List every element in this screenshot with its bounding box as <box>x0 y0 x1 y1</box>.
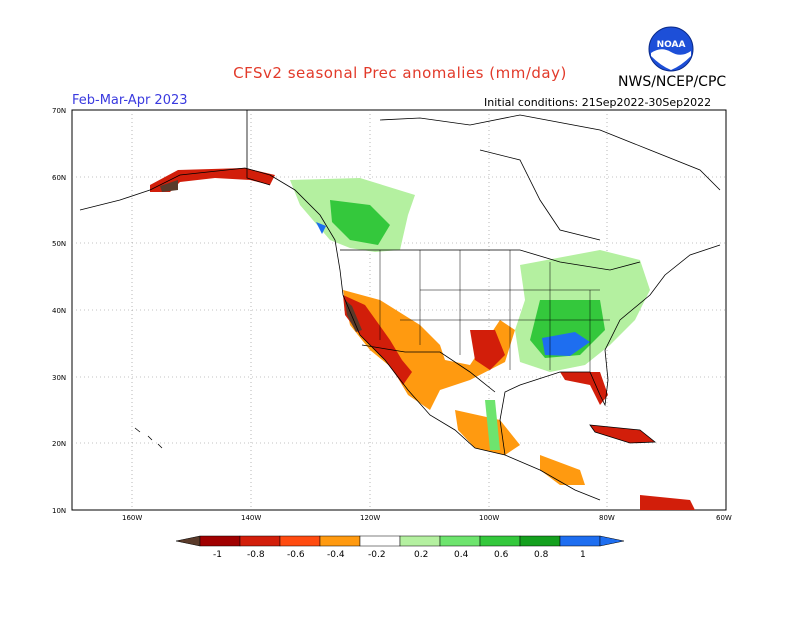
venezuela-dry <box>640 495 695 510</box>
colorbar-label: 0.2 <box>414 550 428 560</box>
hawaii-outline <box>134 427 163 449</box>
lon-label-120w: 120W <box>360 514 380 522</box>
noaa-logo-icon: NOAA <box>648 26 694 72</box>
lat-label-10: 10N <box>52 507 66 515</box>
lat-label-40: 40N <box>52 307 66 315</box>
florida-dry <box>560 372 608 405</box>
initial-conditions-label: Initial conditions: 21Sep2022-30Sep2022 <box>484 96 712 109</box>
lon-label-100w: 100W <box>479 514 499 522</box>
colorbar-label: -0.2 <box>368 550 386 560</box>
colorbar-high-arrow <box>599 535 625 547</box>
cuba-outline <box>589 424 657 444</box>
lon-label-140w: 140W <box>241 514 261 522</box>
colorbar-label: 1 <box>580 550 586 560</box>
colorbar-swatch <box>319 535 361 547</box>
colorbar-low-arrow <box>175 535 201 547</box>
latitude-labels: 70N 60N 50N 40N 30N 20N 10N <box>52 107 66 515</box>
colorbar-label: 0.8 <box>534 550 549 560</box>
colorbar: -1 -0.8 -0.6 -0.4 -0.2 0.2 0.4 0.6 0.8 1 <box>175 535 625 560</box>
coastlines <box>79 110 721 501</box>
ohio-valley-wet-max <box>542 332 590 356</box>
texas-dry <box>470 330 505 370</box>
lon-label-60w: 60W <box>716 514 732 522</box>
north-america-coastline <box>79 114 721 501</box>
lon-label-80w: 80W <box>599 514 615 522</box>
lat-label-60: 60N <box>52 174 66 182</box>
california-dry-core <box>345 300 362 332</box>
us-state-lines <box>379 250 610 372</box>
lat-label-30: 30N <box>52 374 66 382</box>
southwest-dry-light <box>343 290 515 410</box>
anomaly-shading <box>150 168 695 510</box>
us-mexico-border <box>361 344 496 393</box>
california-dry <box>343 295 412 385</box>
chart-title: CFSv2 seasonal Prec anomalies (mm/day) <box>233 64 567 82</box>
agency-label: NWS/NCEP/CPC <box>618 74 727 90</box>
lat-label-20: 20N <box>52 440 66 448</box>
mexico-wet <box>485 400 500 450</box>
colorbar-swatch <box>479 535 521 547</box>
colorbar-swatch <box>519 535 561 547</box>
colorbar-swatch <box>439 535 481 547</box>
colorbar-label: -1 <box>213 550 222 560</box>
noaa-logo-text: NOAA <box>657 40 686 50</box>
alaska-canada-border <box>246 110 271 186</box>
lon-label-160w: 160W <box>122 514 142 522</box>
colorbar-swatch <box>239 535 281 547</box>
lat-label-70: 70N <box>52 107 66 115</box>
colorbar-label: 0.6 <box>494 550 509 560</box>
alaska-dry-area <box>150 168 275 192</box>
colorbar-swatch <box>399 535 441 547</box>
colorbar-swatch <box>279 535 321 547</box>
colorbar-label: -0.4 <box>327 550 345 560</box>
pacific-northwest-wet-core <box>330 200 390 245</box>
colorbar-swatch <box>199 535 241 547</box>
colorbar-label: -0.8 <box>247 550 265 560</box>
pacific-northwest-wet-max <box>316 222 326 234</box>
longitude-labels: 160W 140W 120W 100W 80W 60W <box>122 514 732 522</box>
colorbar-swatch <box>359 535 401 547</box>
colorbar-label: -0.6 <box>287 550 305 560</box>
central-america-dry <box>540 455 585 485</box>
lat-label-50: 50N <box>52 240 66 248</box>
season-label: Feb-Mar-Apr 2023 <box>72 93 188 108</box>
colorbar-label: 0.4 <box>454 550 469 560</box>
colorbar-swatch <box>559 535 601 547</box>
alaska-dry-core <box>160 180 178 192</box>
cuba-dry <box>590 425 655 443</box>
